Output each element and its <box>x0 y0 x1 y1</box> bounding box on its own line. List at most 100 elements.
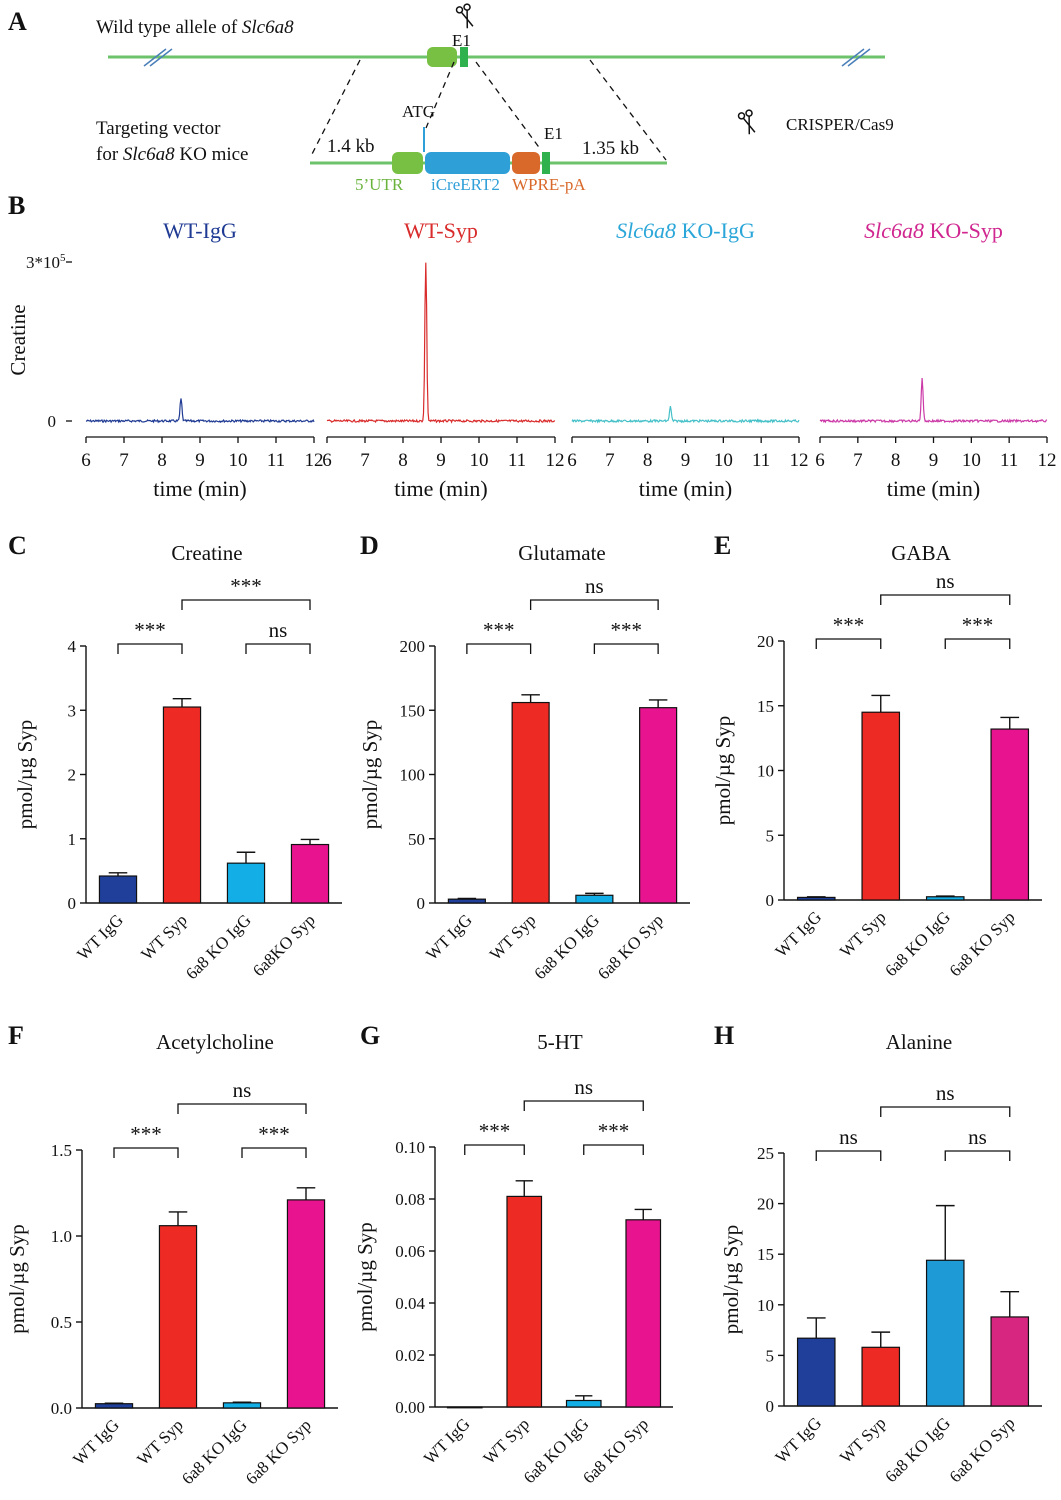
chart-ylabel-1: pmol/µg Syp <box>358 720 382 830</box>
bar-category-label-4-3: 6a8 KO Syp <box>579 1414 652 1487</box>
chart-ylabel-3: pmol/µg Syp <box>5 1224 29 1334</box>
bar-5-0 <box>796 1337 836 1407</box>
sig-bracket-4-1 <box>583 1144 644 1155</box>
vector-utr-box <box>392 152 423 174</box>
chart-ytick-label-4-3: 0.06 <box>395 1242 425 1261</box>
bar-category-label-1-2: 6a8 KO IgG <box>530 910 603 983</box>
panel-letter-d: D <box>360 531 379 560</box>
chart-ylabel-5: pmol/µg Syp <box>719 1225 743 1335</box>
vector-label-gene: Slc6a8 <box>123 144 175 165</box>
bar-category-label-0-0: WT IgG <box>73 910 127 964</box>
chart-ytick-label-2-3: 15 <box>757 697 774 716</box>
chromatogram-tick-label-2-1: 7 <box>605 450 615 471</box>
chromatogram-title-2: Slc6a8 KO-IgG <box>616 218 755 243</box>
sig-label-2-2: ns <box>936 569 955 593</box>
chromatogram-tick-label-0-3: 9 <box>195 450 205 471</box>
sig-bracket-2-0 <box>815 638 882 649</box>
chart-ytick-label-4-1: 0.02 <box>395 1346 425 1365</box>
bar-1-0 <box>447 898 486 904</box>
sig-bracket-3-1 <box>241 1147 307 1158</box>
panel-letter-a: A <box>8 7 27 36</box>
bar-4-1 <box>506 1195 543 1408</box>
bar-category-label-2-2: 6a8 KO IgG <box>881 907 954 980</box>
bar-5-3 <box>990 1316 1030 1407</box>
chromatogram-xlabel-1: time (min) <box>394 476 487 501</box>
bar-5-1 <box>861 1346 901 1407</box>
sig-label-4-0: *** <box>479 1119 511 1143</box>
bar-category-label-4-0: WT IgG <box>420 1414 474 1468</box>
chart-title-1: Glutamate <box>518 541 605 565</box>
bar-4-0 <box>446 1406 483 1409</box>
panel-letter-g: G <box>360 1021 380 1050</box>
chromatogram-title-text-3: KO-Syp <box>924 218 1003 243</box>
bar-category-label-3-3: 6a8 KO Syp <box>242 1415 315 1488</box>
chromatogram-tick-label-3-3: 9 <box>929 450 939 471</box>
chart-ytick-label-1-4: 200 <box>400 637 426 656</box>
right-arm-label: 1.35 kb <box>582 138 639 159</box>
sig-bracket-4-0 <box>464 1144 525 1155</box>
chromatogram-tick-label-3-5: 11 <box>1000 450 1018 471</box>
bar-category-label-5-0: WT IgG <box>771 1413 825 1467</box>
bar-category-label-5-3: 6a8 KO Syp <box>946 1413 1019 1486</box>
panel-b-ymax-exp: 5 <box>60 252 66 264</box>
bar-5-2 <box>925 1259 965 1407</box>
chromatogram-tick-label-0-1: 7 <box>119 450 129 471</box>
panel-b-ymax-base: 3*10 <box>26 253 60 272</box>
sig-bracket-3-2 <box>177 1103 307 1114</box>
chromatogram-tick-label-2-3: 9 <box>681 450 691 471</box>
chart-ytick-label-4-0: 0.00 <box>395 1398 425 1417</box>
bar-2-2 <box>925 896 965 901</box>
chart-ytick-label-1-2: 100 <box>400 766 426 785</box>
sig-bracket-4-2 <box>523 1100 644 1111</box>
bar-category-label-2-1: WT Syp <box>836 907 890 961</box>
chart-ytick-label-2-2: 10 <box>757 762 774 781</box>
bar-0-2 <box>226 862 266 904</box>
sig-label-5-0: ns <box>839 1125 858 1149</box>
bar-category-label-3-0: WT IgG <box>69 1415 123 1469</box>
bar-category-label-3-1: WT Syp <box>133 1415 187 1469</box>
chart-ytick-label-4-4: 0.08 <box>395 1190 425 1209</box>
e1-top-label: E1 <box>452 31 471 50</box>
chromatogram-tick-label-1-0: 6 <box>322 450 332 471</box>
chromatogram-tick-label-1-4: 10 <box>470 450 489 471</box>
chromatogram-title-text-1: WT-Syp <box>404 218 478 243</box>
chromatogram-title-gene-2: Slc6a8 <box>616 218 676 243</box>
chromatogram-xlabel-0: time (min) <box>153 476 246 501</box>
bar-category-label-2-3: 6a8 KO Syp <box>946 907 1019 980</box>
sig-bracket-1-1 <box>593 643 659 654</box>
sig-label-0-1: ns <box>269 618 288 642</box>
sig-label-2-0: *** <box>833 613 865 637</box>
bar-0-3 <box>290 843 330 904</box>
chart-ytick-label-0-3: 3 <box>68 701 77 720</box>
sig-bracket-0-1 <box>245 643 311 654</box>
chromatogram-tick-label-3-2: 8 <box>891 450 901 471</box>
chromatogram-tick-label-1-1: 7 <box>360 450 370 471</box>
bar-category-label-5-1: WT Syp <box>836 1413 890 1467</box>
scissors-icon <box>455 3 474 29</box>
bar-1-2 <box>575 894 614 904</box>
chart-ytick-label-4-2: 0.04 <box>395 1294 425 1313</box>
chromatogram-trace-0 <box>85 398 315 424</box>
chromatogram-title-1: WT-Syp <box>404 218 478 243</box>
projection-lines <box>309 59 667 161</box>
sig-bracket-3-0 <box>113 1147 179 1158</box>
sig-bracket-2-1 <box>944 638 1011 649</box>
panel-letter-b: B <box>8 191 25 220</box>
sig-label-4-2: ns <box>574 1075 593 1099</box>
wt-allele-gene: Slc6a8 <box>242 17 294 38</box>
bar-category-label-0-3: 6a8KO Syp <box>249 910 319 980</box>
bar-3-0 <box>94 1403 134 1409</box>
chromatogram-trace-3 <box>819 377 1048 424</box>
chromatogram-title-3: Slc6a8 KO-Syp <box>864 218 1003 243</box>
sig-label-1-0: *** <box>483 618 515 642</box>
panel-d: D Glutamate pmol/µg Syp 0 50 100 150 200 WT IgG… <box>358 531 690 983</box>
panel-h: H Alanine pmol/µg Syp 0 5 10 15 20 25 WT IgG WT S… <box>714 1021 1042 1486</box>
line-break-left <box>143 48 173 67</box>
bar-category-label-1-1: WT Syp <box>486 910 540 964</box>
vector-label-for: for <box>96 144 123 165</box>
chromatogram-tick-label-0-4: 10 <box>229 450 248 471</box>
chromatogram-xlabel-2: time (min) <box>639 476 732 501</box>
